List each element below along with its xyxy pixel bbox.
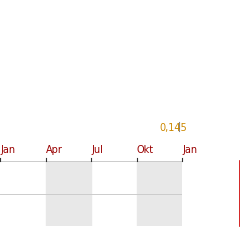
Text: Jan: Jan	[0, 144, 15, 154]
Text: Jan: Jan	[182, 144, 198, 154]
Text: Apr: Apr	[46, 144, 62, 154]
Text: Okt: Okt	[137, 144, 154, 154]
Bar	[46, 162, 91, 226]
Text: Jul: Jul	[91, 144, 103, 154]
Text: 0,145: 0,145	[160, 122, 187, 132]
Bar	[137, 162, 182, 226]
